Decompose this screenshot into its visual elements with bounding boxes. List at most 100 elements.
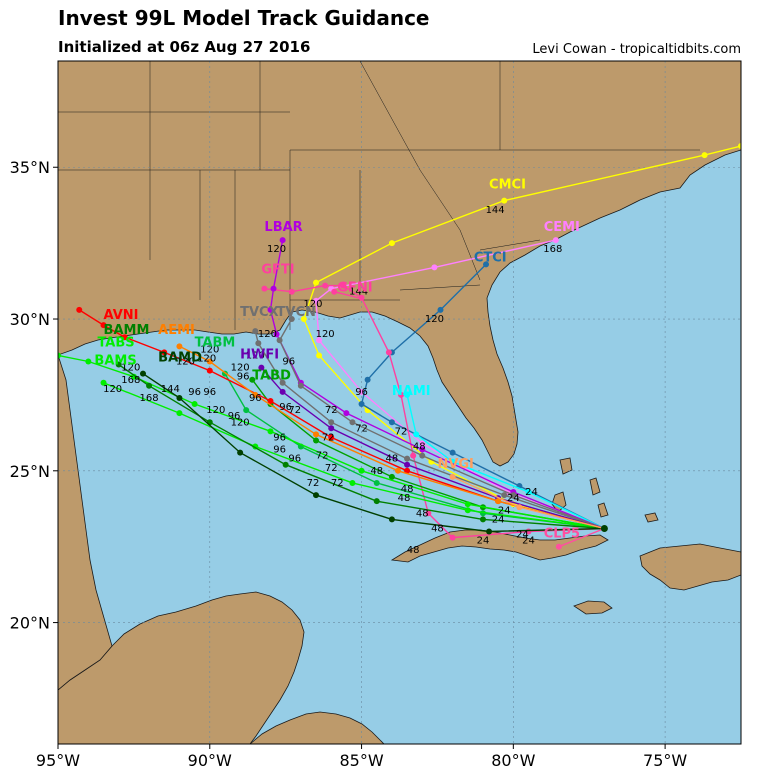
track-point-clp5 (555, 543, 562, 550)
track-point-tabd (249, 376, 256, 383)
model-label-bams: BAMS (94, 354, 136, 369)
track-point-ctci (483, 261, 490, 268)
track-point-cmci (501, 197, 508, 204)
border-line (359, 61, 421, 171)
track-point-tabs (267, 428, 274, 435)
track-point-aemi (206, 358, 213, 365)
track-point-avni (206, 367, 213, 374)
forecast-hour-label: 24 (522, 536, 535, 547)
track-point-cmci (313, 279, 320, 286)
track-point-bamm (206, 419, 213, 426)
track-point-gfti (322, 282, 329, 289)
track-point-bams (100, 379, 107, 386)
model-label-avni: AVNI (104, 308, 139, 323)
model-label-tvcx: TVCX (240, 305, 279, 320)
track-point-tvcn (349, 419, 356, 426)
track-point-ctci (358, 401, 365, 408)
track-point-avni (100, 322, 107, 329)
track-point-cmci (316, 352, 323, 359)
forecast-hour-label: 72 (331, 478, 344, 489)
track-point-tabs (464, 501, 471, 508)
model-label-cemi: CEMI (544, 220, 580, 235)
forecast-hour-label: 168 (543, 244, 562, 255)
track-point-bamd (176, 394, 183, 401)
model-label-aemi: AEMI (158, 323, 195, 338)
forecast-hour-label: 120 (121, 363, 140, 374)
forecast-hour-label: 72 (395, 426, 408, 437)
track-point-nvgi (449, 473, 456, 480)
track-tabs (58, 354, 605, 530)
track-point-cemi (431, 264, 438, 271)
track-point-lbar (270, 285, 277, 292)
model-label-cmci: CMCI (489, 177, 526, 192)
track-gfni (334, 291, 359, 299)
bahamas-exuma (597, 502, 609, 518)
track-point-gfti (385, 349, 392, 356)
track-hwfi (260, 367, 605, 530)
forecast-hour-label: 120 (200, 344, 219, 355)
forecast-hour-label: 120 (103, 384, 122, 395)
track-point-aemi (176, 343, 183, 350)
model-label-hwfi: HWFI (240, 347, 279, 362)
track-point-tvcn (297, 382, 304, 389)
track-point-gfti (449, 534, 456, 541)
track-point-avni (328, 434, 335, 441)
bahamas-abaco (559, 457, 573, 475)
track-point-tvcx (255, 340, 262, 347)
track-point-bamd (139, 370, 146, 377)
track-point-lbar (279, 237, 286, 244)
forecast-hour-label: 96 (282, 357, 295, 368)
track-point-aemi (394, 467, 401, 474)
track-point-bamd (388, 516, 395, 523)
model-label-ctci: CTCI (474, 250, 507, 265)
track-point-bamd (486, 528, 493, 535)
forecast-hour-label: 72 (355, 423, 368, 434)
track-point-hwfi (279, 388, 286, 395)
forecast-hour-label: 48 (431, 524, 444, 535)
track-point-bams (349, 479, 356, 486)
track-point-nami (525, 489, 532, 496)
initialization-time: Initialized at 06z Aug 27 2016 (58, 38, 311, 56)
model-label-lbar: LBAR (264, 220, 302, 235)
track-point-tvcn (288, 316, 295, 323)
track-point-ctci (388, 419, 395, 426)
track-point-tabd (313, 437, 320, 444)
forecast-hour-label: 24 (498, 505, 511, 516)
track-point-tabs (85, 358, 92, 365)
track-point-tabm (243, 407, 250, 414)
track-point-cmci (738, 142, 741, 149)
track-point-lbar (343, 410, 350, 417)
track-point-cemi (316, 337, 323, 344)
model-label-tabd: TABD (252, 369, 291, 384)
border-line (479, 239, 541, 251)
track-point-bamm (146, 382, 153, 389)
track-point-cmci (300, 316, 307, 323)
track-point-gfti (261, 285, 268, 292)
latitude-tick-label: 35°N (10, 158, 50, 177)
cuba (390, 529, 609, 563)
track-point-gfti (288, 288, 295, 295)
track-point-tabs (130, 373, 137, 380)
forecast-hour-label: 144 (486, 205, 505, 216)
forecast-hour-label: 144 (161, 384, 180, 395)
track-point-ctci (364, 376, 371, 383)
track-point-gfti (425, 510, 432, 517)
track-point-ctci (437, 306, 444, 313)
track-point-aemi (252, 391, 259, 398)
forecast-hour-label: 168 (140, 393, 159, 404)
land-masses (58, 61, 741, 744)
track-point-avni (121, 334, 128, 341)
track-point-gfti (398, 391, 405, 398)
track-point-gfti (410, 452, 417, 459)
forecast-hour-label: 24 (507, 493, 520, 504)
track-point-tvcx (328, 419, 335, 426)
forecast-hour-label: 72 (322, 432, 335, 443)
model-label-gfti: GFTI (261, 262, 294, 277)
forecast-hour-label: 24 (492, 514, 505, 525)
latitude-tick-label: 30°N (10, 310, 50, 329)
track-point-cemi (358, 388, 365, 395)
track-point-cmci (701, 152, 708, 159)
track-point-tvcn (276, 337, 283, 344)
forecast-hour-label: 120 (425, 314, 444, 325)
